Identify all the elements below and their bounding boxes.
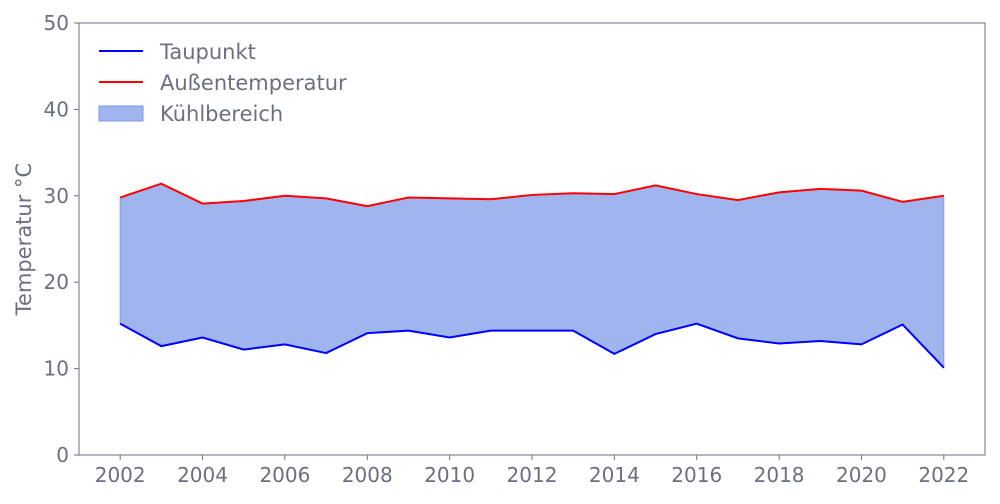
legend-label-kuehlbereich: Kühlbereich (160, 102, 283, 126)
x-tick-label: 2004 (177, 463, 228, 487)
y-axis: 0 10 20 30 40 50 (44, 11, 79, 467)
y-tick-label: 40 (44, 97, 69, 121)
y-axis-label: Temperatur °C (12, 163, 36, 316)
y-tick-label: 10 (44, 357, 69, 381)
y-tick-label: 20 (44, 270, 69, 294)
x-tick-label: 2002 (95, 463, 146, 487)
x-tick-label: 2020 (836, 463, 887, 487)
x-axis: 2002 2004 2006 2008 2010 2012 2014 2016 2018 2020… (95, 455, 970, 487)
legend-label-taupunkt: Taupunkt (159, 40, 256, 64)
x-tick-label: 2010 (424, 463, 475, 487)
y-tick-label: 30 (44, 184, 69, 208)
legend: Taupunkt Außentemperatur Kühlbereich (99, 40, 347, 126)
x-tick-label: 2006 (259, 463, 310, 487)
legend-swatch-kuehlbereich (99, 106, 143, 121)
x-tick-label: 2008 (342, 463, 393, 487)
x-tick-label: 2014 (589, 463, 640, 487)
plot-area (120, 184, 944, 368)
legend-label-aussentemperatur: Außentemperatur (160, 71, 347, 95)
x-tick-label: 2018 (754, 463, 805, 487)
x-tick-label: 2022 (918, 463, 969, 487)
y-tick-label: 0 (56, 443, 69, 467)
y-tick-label: 50 (44, 11, 69, 35)
x-tick-label: 2012 (507, 463, 558, 487)
x-tick-label: 2016 (671, 463, 722, 487)
